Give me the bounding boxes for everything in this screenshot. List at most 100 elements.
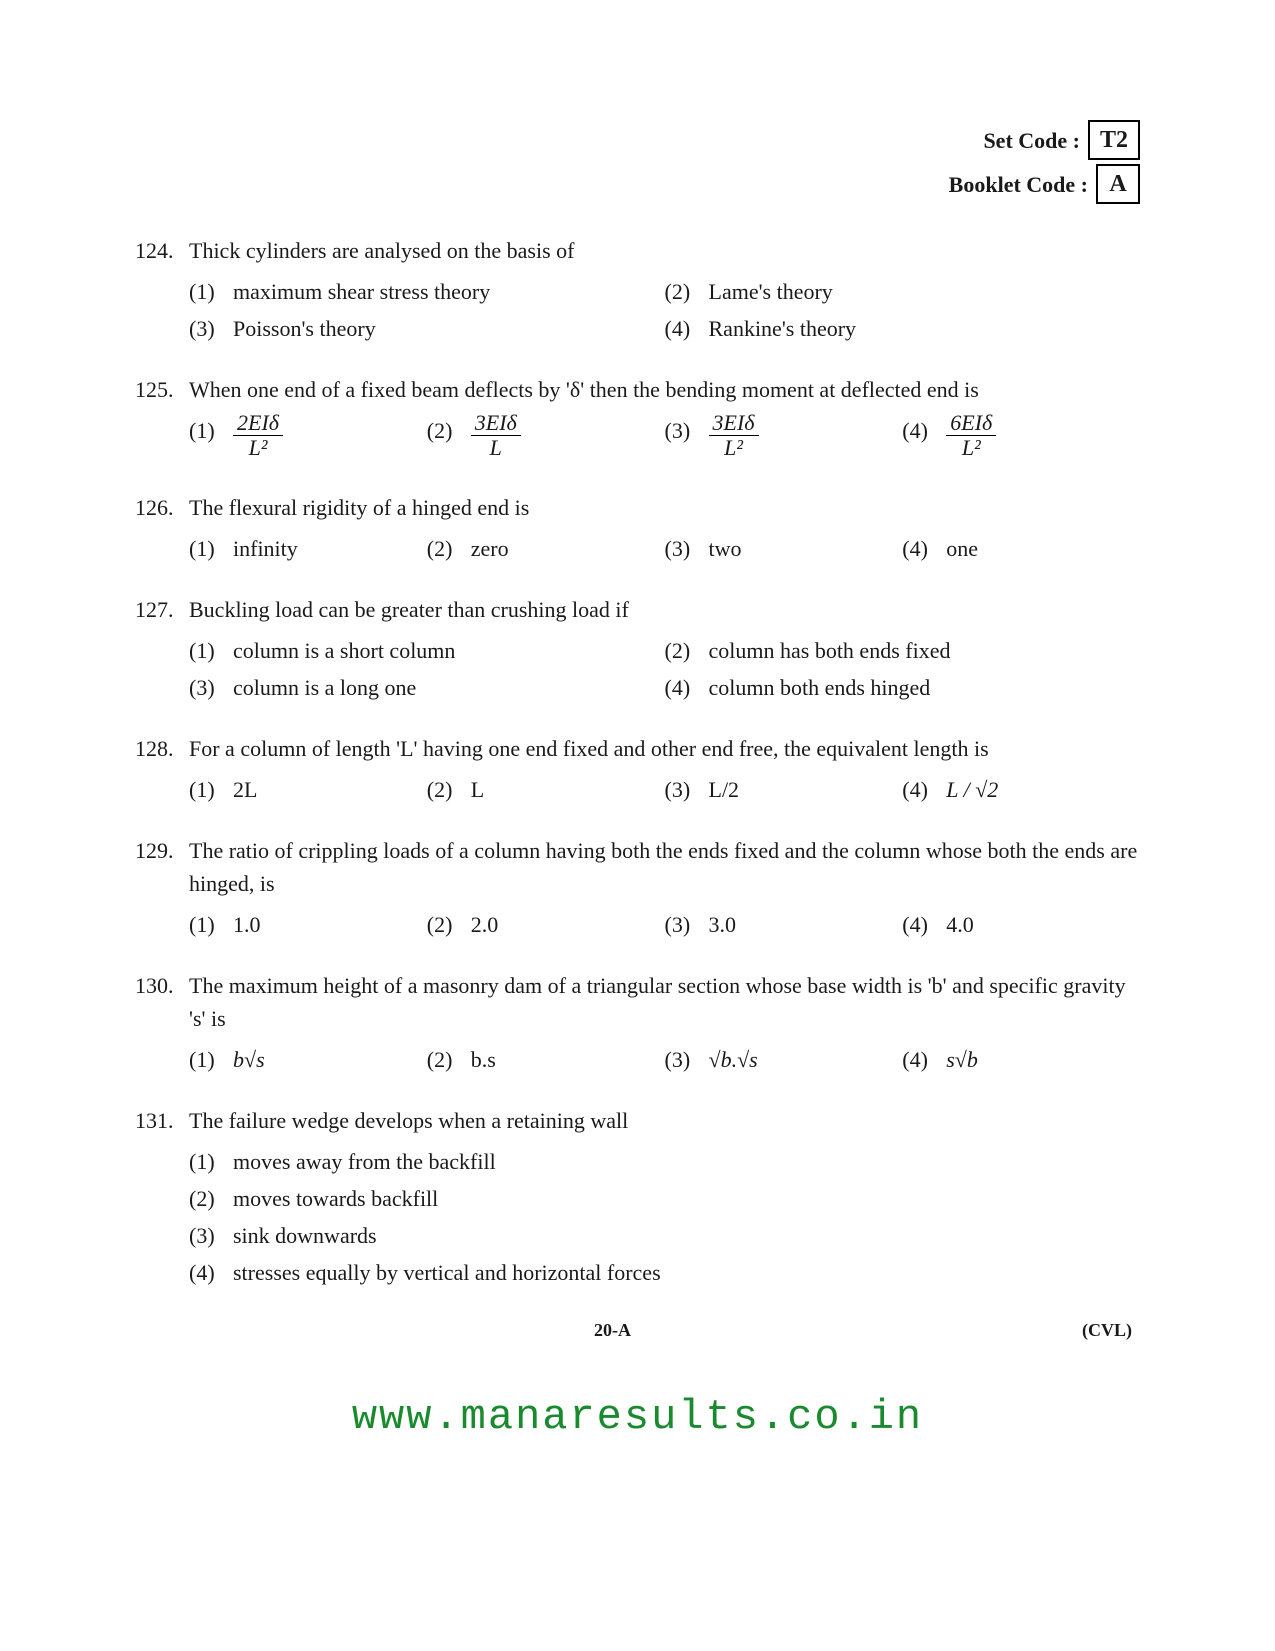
option-text: b.s: [471, 1043, 496, 1076]
question-body: When one end of a fixed beam deflects by…: [189, 373, 1140, 467]
option-text: b√s: [233, 1043, 265, 1076]
question-stem: For a column of length 'L' having one en…: [189, 732, 1140, 765]
option: (1)infinity: [189, 532, 427, 565]
question: 124.Thick cylinders are analysed on the …: [135, 234, 1140, 349]
option-number: (4): [665, 312, 709, 345]
option-number: (4): [189, 1256, 233, 1289]
option-text: 1.0: [233, 908, 261, 941]
question: 128.For a column of length 'L' having on…: [135, 732, 1140, 810]
option: (4)4.0: [902, 908, 1140, 941]
option-text: 3EIδL: [471, 414, 521, 463]
option: (2)b.s: [427, 1043, 665, 1076]
option-number: (1): [189, 275, 233, 308]
question-body: The maximum height of a masonry dam of a…: [189, 969, 1140, 1080]
option: (1)2EIδL²: [189, 414, 427, 463]
options-row: (1)2EIδL²(2)3EIδL(3)3EIδL²(4)6EIδL²: [189, 414, 1140, 467]
subject-code: (CVL): [1082, 1317, 1132, 1344]
option: (4)L / √2: [902, 773, 1140, 806]
option-text: column has both ends fixed: [709, 634, 951, 667]
option-number: (3): [189, 1219, 233, 1252]
question-stem: The maximum height of a masonry dam of a…: [189, 969, 1140, 1035]
option: (3)Poisson's theory: [189, 312, 665, 345]
booklet-code-row: Booklet Code : A: [135, 164, 1140, 204]
question: 130.The maximum height of a masonry dam …: [135, 969, 1140, 1080]
options-row: (1)b√s(2)b.s(3)√b.√s(4)s√b: [189, 1043, 1140, 1080]
option-text: moves away from the backfill: [233, 1145, 496, 1178]
option-text: two: [709, 532, 742, 565]
question: 126.The flexural rigidity of a hinged en…: [135, 491, 1140, 569]
option-text: 3EIδL²: [709, 414, 759, 463]
question-stem: Buckling load can be greater than crushi…: [189, 593, 1140, 626]
option: (1)maximum shear stress theory: [189, 275, 665, 308]
option-text: L / √2: [946, 773, 998, 806]
option: (2)moves towards backfill: [189, 1182, 1140, 1215]
set-code-value: T2: [1088, 120, 1140, 160]
option-text: 2L: [233, 773, 257, 806]
option-number: (2): [427, 414, 471, 463]
option: (3)3EIδL²: [665, 414, 903, 463]
question-number: 128.: [135, 732, 189, 810]
option: (3)L/2: [665, 773, 903, 806]
question-number: 125.: [135, 373, 189, 467]
option-text: moves towards backfill: [233, 1182, 438, 1215]
option: (3)3.0: [665, 908, 903, 941]
options-row: (1)infinity(2)zero(3)two(4)one: [189, 532, 1140, 569]
option: (1)column is a short column: [189, 634, 665, 667]
question-body: The ratio of crippling loads of a column…: [189, 834, 1140, 945]
option: (4)one: [902, 532, 1140, 565]
option-number: (1): [189, 414, 233, 463]
option: (2)2.0: [427, 908, 665, 941]
option-text: 2EIδL²: [233, 414, 283, 463]
option: (4)s√b: [902, 1043, 1140, 1076]
option-number: (2): [427, 908, 471, 941]
option-number: (4): [902, 1043, 946, 1076]
option-number: (3): [665, 908, 709, 941]
options-row: (1)1.0(2)2.0(3)3.0(4)4.0: [189, 908, 1140, 945]
option-number: (3): [665, 773, 709, 806]
option-number: (4): [902, 908, 946, 941]
option-number: (2): [665, 275, 709, 308]
option-text: zero: [471, 532, 509, 565]
question-body: For a column of length 'L' having one en…: [189, 732, 1140, 810]
option: (1)1.0: [189, 908, 427, 941]
question-stem: The flexural rigidity of a hinged end is: [189, 491, 1140, 524]
option-text: one: [946, 532, 978, 565]
question-stem: The ratio of crippling loads of a column…: [189, 834, 1140, 900]
option-number: (1): [189, 1043, 233, 1076]
option-number: (1): [189, 532, 233, 565]
option: (3)sink downwards: [189, 1219, 1140, 1252]
option-number: (1): [189, 1145, 233, 1178]
option-text: Rankine's theory: [709, 312, 857, 345]
question-body: Thick cylinders are analysed on the basi…: [189, 234, 1140, 349]
option: (2)3EIδL: [427, 414, 665, 463]
option: (2)zero: [427, 532, 665, 565]
option-text: infinity: [233, 532, 298, 565]
set-code-label: Set Code :: [983, 124, 1080, 157]
option-number: (3): [665, 532, 709, 565]
option-number: (4): [902, 532, 946, 565]
options-row: (1)moves away from the backfill (2)moves …: [189, 1145, 1140, 1293]
option-text: L/2: [709, 773, 740, 806]
set-code-row: Set Code : T2: [135, 120, 1140, 160]
option-number: (3): [189, 671, 233, 704]
question: 131.The failure wedge develops when a re…: [135, 1104, 1140, 1293]
option: (3)two: [665, 532, 903, 565]
exam-page: Set Code : T2 Booklet Code : A 124.Thick…: [0, 0, 1275, 1384]
questions-container: 124.Thick cylinders are analysed on the …: [135, 234, 1140, 1293]
option-text: 3.0: [709, 908, 737, 941]
option: (3)column is a long one: [189, 671, 665, 704]
question-body: Buckling load can be greater than crushi…: [189, 593, 1140, 708]
question-number: 130.: [135, 969, 189, 1080]
option-text: 6EIδL²: [946, 414, 996, 463]
option-text: Lame's theory: [709, 275, 833, 308]
option: (2)column has both ends fixed: [665, 634, 1141, 667]
option-text: √b.√s: [709, 1043, 758, 1076]
question-number: 124.: [135, 234, 189, 349]
option-text: sink downwards: [233, 1219, 377, 1252]
header: Set Code : T2 Booklet Code : A: [135, 120, 1140, 204]
options-row: (1)column is a short column(2)column has…: [189, 634, 1140, 708]
question-stem: When one end of a fixed beam deflects by…: [189, 373, 1140, 406]
option-text: L: [471, 773, 484, 806]
option-text: 2.0: [471, 908, 499, 941]
option-number: (4): [902, 773, 946, 806]
